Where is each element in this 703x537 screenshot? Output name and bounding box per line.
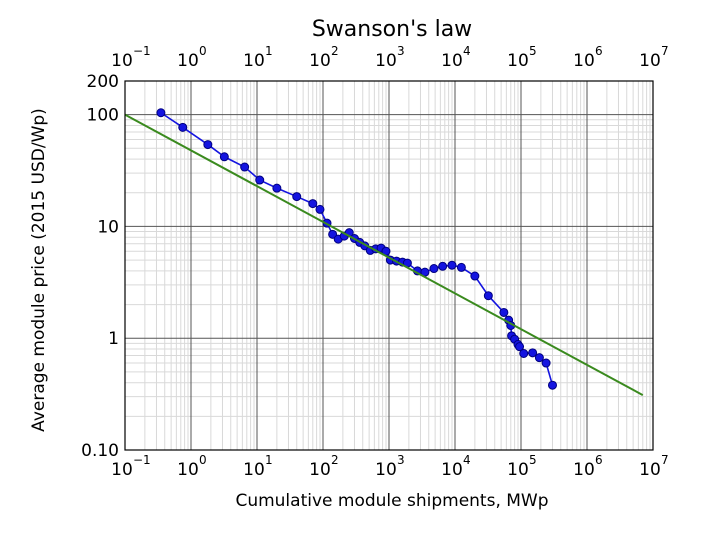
chart-title: Swanson's law <box>312 17 472 42</box>
x-tick-label-bottom-exponent: 1 <box>265 453 273 467</box>
price-data-point <box>519 348 529 358</box>
trend-line <box>124 113 644 396</box>
x-tick-label-top-exponent: 7 <box>661 44 669 58</box>
price-data-point <box>541 358 551 368</box>
price-data-point <box>456 262 466 272</box>
price-data-point <box>534 353 544 363</box>
x-tick-label-bottom-exponent: 2 <box>331 453 339 467</box>
x-tick-label-bottom-exponent: 4 <box>463 453 471 467</box>
grid-lines <box>124 80 654 451</box>
x-tick-label-bottom: 10 <box>177 460 199 480</box>
price-series-line <box>160 112 554 386</box>
price-data-point <box>499 307 509 317</box>
x-tick-label-top-exponent: 3 <box>397 44 405 58</box>
y-tick-label: 100 <box>87 106 119 126</box>
x-tick-label-top-exponent: 1 <box>265 44 273 58</box>
price-data-point <box>219 152 229 162</box>
price-data-point <box>547 380 557 390</box>
price-data-point <box>255 175 265 185</box>
x-tick-label-top-exponent: 2 <box>331 44 339 58</box>
x-tick-label-bottom: 10 <box>309 460 331 480</box>
x-tick-label-bottom: 10 <box>573 460 595 480</box>
price-data-point <box>178 122 188 132</box>
x-tick-label-top: 10 <box>507 51 529 71</box>
x-tick-label-top-exponent: 4 <box>463 44 471 58</box>
price-data-point <box>203 140 213 150</box>
x-tick-label-bottom-exponent: 0 <box>199 453 207 467</box>
x-tick-label-bottom-exponent: −1 <box>133 453 151 467</box>
price-data-point <box>156 108 166 118</box>
x-tick-label-bottom-exponent: 3 <box>397 453 405 467</box>
x-tick-label-bottom-exponent: 5 <box>529 453 537 467</box>
price-data-point <box>483 291 493 301</box>
x-tick-label-bottom: 10 <box>243 460 265 480</box>
x-tick-label-top: 10 <box>243 51 265 71</box>
price-data-point <box>240 162 250 172</box>
y-tick-label: 10 <box>97 217 119 237</box>
price-data-point <box>315 204 325 214</box>
x-tick-label-top: 10 <box>177 51 199 71</box>
price-data-point <box>429 264 439 274</box>
x-tick-label-top: 10 <box>309 51 331 71</box>
y-tick-label: 0.10 <box>81 441 119 461</box>
x-axis-bottom-ticks: 10 −1 10 0 10 1 10 2 10 3 10 4 10 5 10 6 10 7 <box>111 453 668 480</box>
x-tick-label-bottom: 10 <box>111 460 133 480</box>
x-tick-label-top-exponent: −1 <box>133 44 151 58</box>
price-data-point <box>515 342 525 352</box>
x-axis-top-ticks: 10 −1 10 0 10 1 10 2 10 3 10 4 10 5 10 6 10 7 <box>111 44 668 71</box>
x-tick-label-bottom-exponent: 6 <box>595 453 603 467</box>
x-tick-label-bottom: 10 <box>441 460 463 480</box>
y-tick-label: 200 <box>87 72 119 92</box>
x-tick-label-bottom: 10 <box>507 460 529 480</box>
price-data-point <box>528 348 538 358</box>
x-tick-label-top: 10 <box>111 51 133 71</box>
x-tick-label-bottom: 10 <box>375 460 397 480</box>
x-axis-label: Cumulative module shipments, MWp <box>235 491 548 511</box>
price-data-point <box>272 183 282 193</box>
x-tick-label-top: 10 <box>639 51 661 71</box>
y-tick-label: 1 <box>108 329 119 349</box>
data-series <box>124 108 644 396</box>
price-data-point <box>292 192 302 202</box>
x-tick-label-top: 10 <box>375 51 397 71</box>
price-data-point <box>447 260 457 270</box>
price-data-point <box>470 271 480 281</box>
y-axis-ticks: 0.10 1 10 100 200 <box>81 72 119 461</box>
price-data-point <box>308 199 318 209</box>
price-data-point <box>328 229 338 239</box>
plot-area-frame <box>124 80 654 451</box>
x-tick-label-bottom: 10 <box>639 460 661 480</box>
x-tick-label-top-exponent: 6 <box>595 44 603 58</box>
x-tick-label-bottom-exponent: 7 <box>661 453 669 467</box>
x-tick-label-top-exponent: 5 <box>529 44 537 58</box>
x-tick-label-top-exponent: 0 <box>199 44 207 58</box>
x-tick-label-top: 10 <box>441 51 463 71</box>
y-axis-label: Average module price (2015 USD/Wp) <box>29 108 49 432</box>
price-data-point <box>438 261 448 271</box>
x-tick-label-top: 10 <box>573 51 595 71</box>
